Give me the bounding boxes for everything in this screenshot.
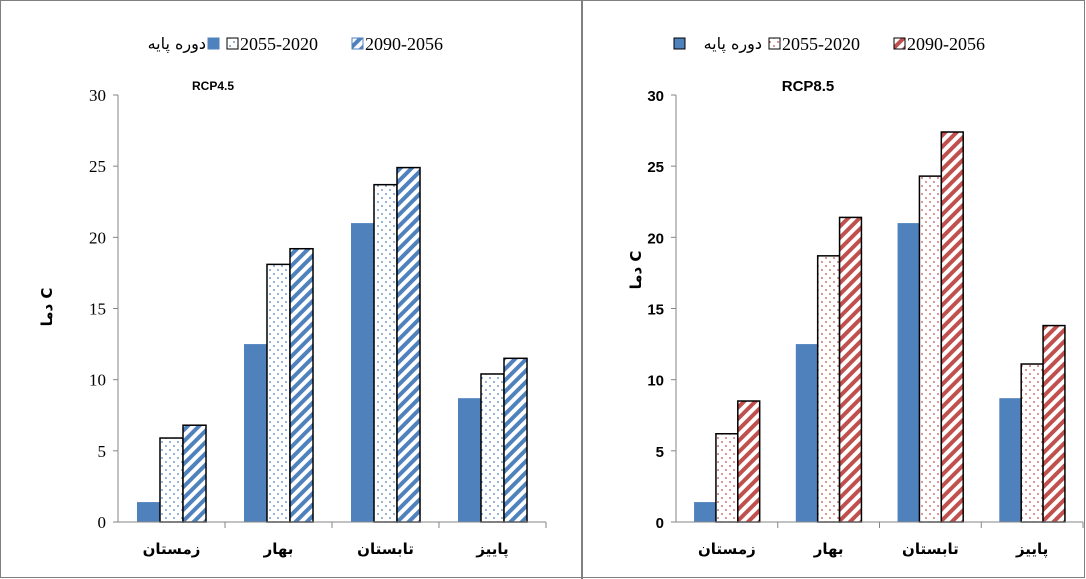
- y-tick-label: 10: [89, 371, 106, 390]
- bar-2090: [396, 166, 421, 523]
- x-tick-label: زمستان: [143, 540, 201, 558]
- legend-label-base: دوره پایه: [148, 34, 206, 54]
- bar-2090: [940, 131, 964, 523]
- legend-item: 2055-2020: [226, 34, 318, 54]
- legend: دوره پایه 2055-2020 2090-2056: [673, 34, 985, 54]
- y-axis-label: دما C: [38, 288, 56, 327]
- legend-label-2090: 2090-2056: [365, 34, 443, 54]
- bar-2055: [715, 433, 739, 523]
- legend-label-2055: 2055-2020: [782, 34, 860, 54]
- x-tick-label: تابستان: [902, 540, 959, 558]
- bar-base: [243, 344, 267, 522]
- chart-title: RCP4.5: [192, 79, 234, 93]
- y-tick-label: 5: [98, 442, 107, 461]
- bar-2055: [1020, 363, 1044, 523]
- y-tick-label: 15: [89, 300, 106, 319]
- y-tick-label: 20: [89, 228, 106, 247]
- x-ticks: زمستان بهار تابستان پاییز: [698, 522, 1084, 559]
- bars: [694, 131, 1066, 523]
- chart-rcp45: دوره پایه 2055-2020 2090-2056 RCP4.5 دما…: [38, 34, 547, 559]
- bar-2090: [1042, 324, 1066, 523]
- legend-swatch-2090: [893, 37, 906, 50]
- legend-label-2090: 2090-2056: [907, 34, 985, 54]
- bar-2055: [266, 263, 291, 523]
- bar-base: [795, 344, 818, 522]
- legend-label-base: دوره پایه: [704, 34, 762, 54]
- y-tick-label: 30: [647, 88, 664, 105]
- bar-base: [136, 502, 160, 522]
- x-tick-label: زمستان: [698, 540, 756, 558]
- x-ticks: زمستان بهار تابستان پاییز: [143, 522, 547, 559]
- bar-2090: [838, 216, 863, 523]
- y-tick-label: 5: [656, 444, 664, 461]
- y-tick-label: 25: [647, 159, 664, 176]
- legend-swatch-2055: [226, 37, 239, 50]
- y-tick-label: 0: [98, 513, 107, 532]
- x-tick-label: پاییز: [475, 540, 508, 559]
- bar-base: [897, 223, 920, 522]
- bar-base: [350, 223, 374, 522]
- bar-2090: [503, 357, 528, 523]
- x-tick-label: بهار: [263, 540, 294, 558]
- bar-2055: [159, 437, 184, 523]
- chart-rcp85: دوره پایه 2055-2020 2090-2056 RCP8.5 دما…: [627, 34, 1084, 559]
- legend-swatch-2055: [768, 37, 781, 50]
- legend-label-2055: 2055-2020: [240, 34, 318, 54]
- y-tick-label: 0: [656, 515, 664, 532]
- legend-item: 2055-2020: [768, 34, 860, 54]
- bar-base: [694, 502, 716, 522]
- y-ticks: 0 5 10 15 20 25 30: [89, 86, 118, 532]
- bar-2055: [373, 183, 398, 523]
- y-tick-label: 10: [647, 373, 664, 390]
- legend-swatch-2090: [351, 37, 364, 50]
- y-ticks: 0 5 10 15 20 25 30: [647, 88, 676, 532]
- bar-2090: [737, 400, 761, 523]
- legend-item: دوره پایه: [148, 34, 220, 54]
- bar-base: [999, 398, 1022, 522]
- x-tick-label: بهار: [813, 540, 844, 558]
- x-tick-label: تابستان: [357, 540, 414, 558]
- bar-2090: [182, 424, 207, 523]
- y-tick-label: 20: [647, 230, 664, 247]
- legend-swatch-base: [207, 37, 220, 50]
- y-axis-label: دما C: [627, 251, 645, 290]
- bar-base: [457, 398, 481, 522]
- legend-item: 2090-2056: [893, 34, 985, 54]
- y-tick-label: 25: [89, 157, 106, 176]
- bar-2090: [289, 247, 314, 523]
- bar-2055: [816, 255, 841, 523]
- y-tick-label: 15: [647, 302, 664, 319]
- bar-2055: [918, 175, 943, 523]
- bar-2055: [480, 373, 505, 523]
- bars: [136, 166, 528, 523]
- legend-swatch-base: [673, 37, 686, 50]
- legend: دوره پایه 2055-2020 2090-2056: [148, 34, 443, 54]
- legend-item: دوره پایه: [673, 34, 762, 54]
- chart-title: RCP8.5: [782, 78, 835, 95]
- y-tick-label: 30: [89, 86, 106, 105]
- x-tick-label: پاییز: [1015, 540, 1048, 559]
- legend-item: 2090-2056: [351, 34, 443, 54]
